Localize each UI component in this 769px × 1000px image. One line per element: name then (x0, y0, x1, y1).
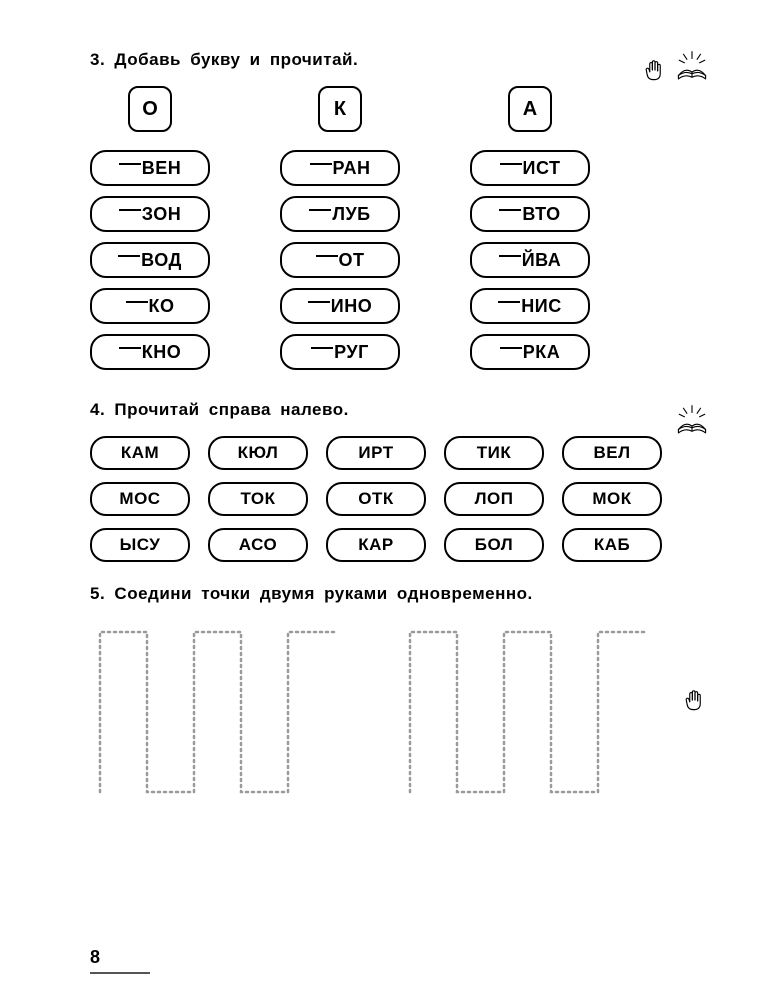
word-pill: РУГ (280, 334, 400, 370)
word-pill: ЙВА (470, 242, 590, 278)
blank-line (309, 209, 331, 211)
word-suffix: ЛУБ (332, 204, 370, 225)
syllable-pill: ЫСУ (90, 528, 190, 562)
task4-title: Прочитай справа налево. (114, 400, 348, 419)
hand-icon (641, 56, 669, 89)
word-suffix: ИСТ (523, 158, 561, 179)
syllable-pill: КАБ (562, 528, 662, 562)
word-suffix: РАН (333, 158, 371, 179)
blank-line (499, 255, 521, 257)
word-suffix: ИНО (331, 296, 372, 317)
task4-heading: 4. Прочитай справа налево. (90, 400, 699, 420)
blank-line (308, 301, 330, 303)
blank-line (500, 347, 522, 349)
syllable-pill: МОС (90, 482, 190, 516)
task3-title: Добавь букву и прочитай. (114, 50, 358, 69)
blank-line (119, 347, 141, 349)
tracing-area (90, 622, 699, 802)
task4-row: КАМ КЮЛ ИРТ ТИК ВЕЛ (90, 436, 699, 470)
word-suffix: ЙВА (522, 250, 562, 271)
blank-line (498, 301, 520, 303)
task3-column: К РАН ЛУБ ОТ ИНО РУГ (280, 86, 400, 370)
task4-row: МОС ТОК ОТК ЛОП МОК (90, 482, 699, 516)
word-pill: ОТ (280, 242, 400, 278)
word-suffix: ВТО (522, 204, 560, 225)
book-icon (675, 50, 709, 89)
word-suffix: КО (149, 296, 175, 317)
word-suffix: ВОД (141, 250, 182, 271)
syllable-pill: ЛОП (444, 482, 544, 516)
word-pill: ЛУБ (280, 196, 400, 232)
word-suffix: НИС (521, 296, 561, 317)
syllable-pill: МОК (562, 482, 662, 516)
task3-columns: О ВЕН ЗОН ВОД КО КНО К РАН ЛУБ ОТ ИНО РУГ А ИСТ ВТО ЙВА… (90, 86, 699, 370)
task5-number: 5. (90, 584, 105, 603)
task3-column: А ИСТ ВТО ЙВА НИС РКА (470, 86, 590, 370)
word-pill: ВОД (90, 242, 210, 278)
syllable-pill: КЮЛ (208, 436, 308, 470)
blank-line (119, 163, 141, 165)
hand-icon (681, 686, 709, 719)
word-pill: РАН (280, 150, 400, 186)
syllable-pill: ТИК (444, 436, 544, 470)
task3-heading: 3. Добавь букву и прочитай. (90, 50, 699, 70)
syllable-pill: КАМ (90, 436, 190, 470)
syllable-pill: АСО (208, 528, 308, 562)
icon-group-top (641, 50, 709, 89)
blank-line (118, 255, 140, 257)
page-number-underline (90, 972, 150, 974)
word-suffix: РУГ (334, 342, 369, 363)
page-number: 8 (90, 947, 100, 968)
tracing-pattern-left (90, 622, 350, 802)
task5-title: Соедини точки двумя руками одновременно. (114, 584, 532, 603)
letter-box: А (508, 86, 552, 132)
word-pill: НИС (470, 288, 590, 324)
word-pill: ВЕН (90, 150, 210, 186)
worksheet-page: 3. Добавь букву и прочитай. ОВЕНЗОНВОДКО… (0, 0, 769, 1000)
book-icon (675, 404, 709, 443)
word-suffix: КНО (142, 342, 182, 363)
blank-line (126, 301, 148, 303)
letter-box: К (318, 86, 362, 132)
word-pill: ИСТ (470, 150, 590, 186)
blank-line (500, 163, 522, 165)
letter-box: О (128, 86, 172, 132)
word-suffix: ВЕН (142, 158, 182, 179)
word-suffix: ОТ (339, 250, 365, 271)
blank-line (310, 163, 332, 165)
syllable-pill: ОТК (326, 482, 426, 516)
syllable-pill: КАР (326, 528, 426, 562)
task3-column: О ВЕН ЗОН ВОД КО КНО (90, 86, 210, 370)
tracing-pattern-right (400, 622, 660, 802)
syllable-pill: ТОК (208, 482, 308, 516)
task4-rows: КАМ КЮЛ ИРТ ТИК ВЕЛ МОС ТОК ОТК ЛОП МОК ЫСУ АСО КАР Б… (90, 436, 699, 562)
task4-number: 4. (90, 400, 105, 419)
word-pill: КНО (90, 334, 210, 370)
word-suffix: ЗОН (142, 204, 182, 225)
blank-line (119, 209, 141, 211)
task5-heading: 5. Соедини точки двумя руками одновремен… (90, 584, 699, 604)
task4-row: ЫСУ АСО КАР БОЛ КАБ (90, 528, 699, 562)
syllable-pill: БОЛ (444, 528, 544, 562)
word-pill: ЗОН (90, 196, 210, 232)
word-pill: РКА (470, 334, 590, 370)
task3-number: 3. (90, 50, 105, 69)
blank-line (316, 255, 338, 257)
syllable-pill: ВЕЛ (562, 436, 662, 470)
blank-line (499, 209, 521, 211)
word-suffix: РКА (523, 342, 561, 363)
word-pill: КО (90, 288, 210, 324)
word-pill: ИНО (280, 288, 400, 324)
syllable-pill: ИРТ (326, 436, 426, 470)
word-pill: ВТО (470, 196, 590, 232)
blank-line (311, 347, 333, 349)
